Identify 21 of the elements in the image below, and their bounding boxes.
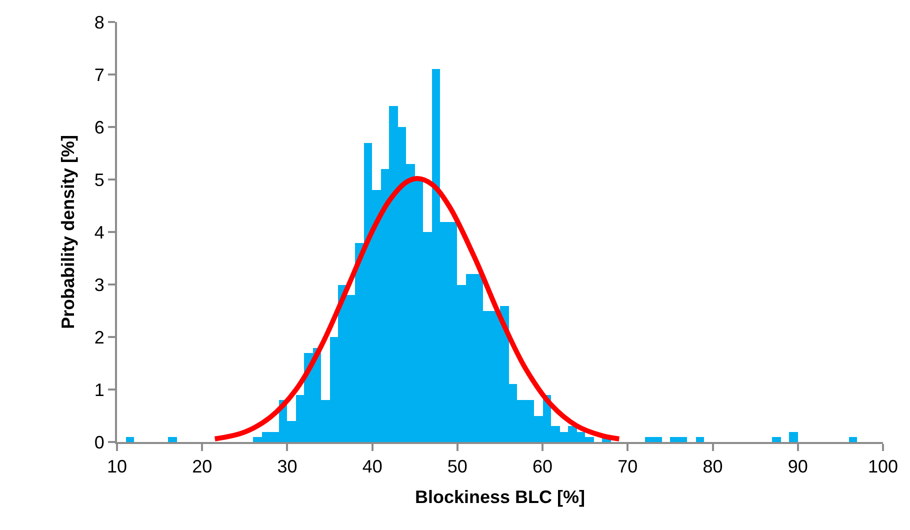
x-tick-label: 90 (788, 456, 808, 477)
y-tick-label: 6 (94, 117, 104, 138)
y-tick-label: 1 (94, 380, 104, 400)
x-tick-label: 80 (702, 456, 723, 477)
y-tick-label: 3 (94, 274, 104, 295)
y-axis-title: Probability density [%] (58, 134, 78, 330)
x-tick-label: 50 (447, 456, 468, 477)
x-tick-label: 100 (868, 456, 898, 477)
y-tick-label: 2 (94, 327, 104, 348)
x-tick-label: 20 (192, 456, 212, 477)
x-tick-label: 40 (362, 456, 382, 477)
x-tick-label: 30 (277, 456, 298, 477)
y-tick-label: 4 (94, 222, 104, 242)
x-axis-title: Blockiness BLC [%] (414, 487, 586, 508)
x-tick-label: 60 (532, 456, 553, 477)
y-tick-label: 7 (94, 64, 104, 85)
y-tick-label: 0 (94, 432, 104, 452)
x-tick-label: 10 (106, 456, 128, 477)
y-tick-label: 8 (94, 12, 104, 32)
x-tick-label: 70 (618, 456, 638, 477)
y-tick-label: 5 (94, 170, 104, 190)
